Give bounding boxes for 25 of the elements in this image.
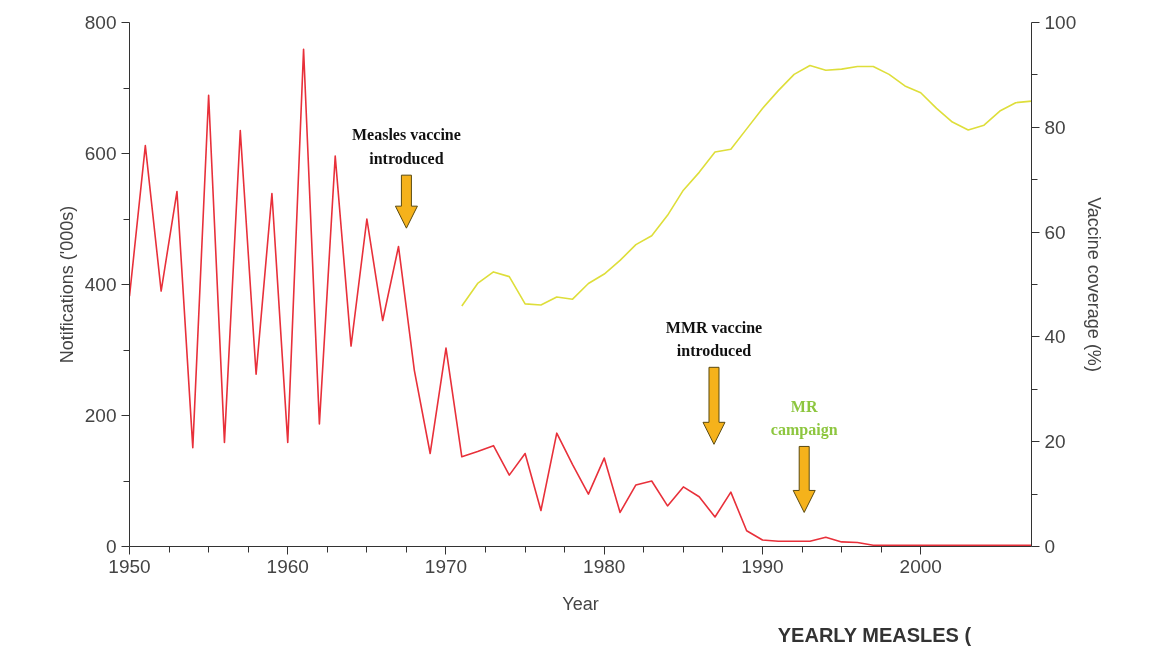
line-series: [461, 64, 1032, 307]
y2-tick-label: 40: [1044, 326, 1066, 348]
y-tick-label: 800: [84, 12, 117, 33]
y2-axis-title: Vaccine coverage (%): [1084, 197, 1105, 372]
x-axis-title: Year: [562, 593, 599, 614]
x-tick-label: 1980: [583, 555, 626, 577]
annotation: MMR vaccine introduced: [665, 318, 763, 360]
y-tick-label: 0: [105, 536, 117, 557]
y-axis-title: Notifications ('000s): [56, 205, 77, 364]
y2-tick-label: 0: [1044, 536, 1056, 557]
y-tick-label: 400: [84, 274, 117, 295]
y2-tick-label: 80: [1044, 116, 1066, 138]
x-tick-label: 1960: [266, 555, 309, 577]
y-tick-label: 200: [84, 405, 117, 426]
x-tick-label: 2000: [899, 555, 942, 577]
x-tick-label: 1970: [424, 555, 468, 577]
y-tick-label: 600: [84, 143, 117, 164]
y2-tick-label: 60: [1044, 221, 1066, 243]
annotation: MR campaign: [770, 397, 838, 440]
y2-tick-label: 20: [1044, 431, 1066, 453]
x-tick-label: 1950: [108, 555, 151, 577]
text: YEARLY MEASLES (: [777, 623, 972, 646]
y2-tick-label: 100: [1044, 12, 1077, 33]
x-tick-label: 1990: [741, 555, 784, 577]
annotation: Measles vaccine introduced: [351, 126, 461, 168]
